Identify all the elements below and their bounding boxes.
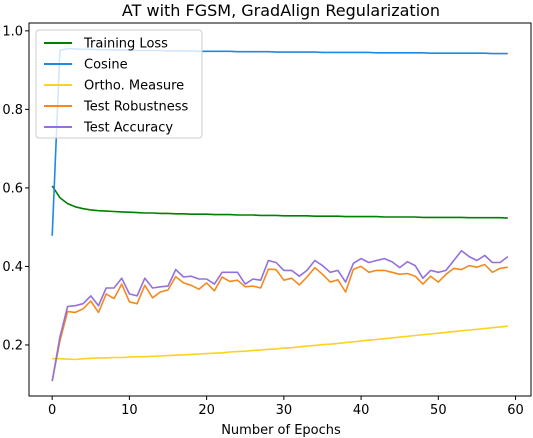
y-tick-label: 1.0 <box>2 24 23 39</box>
x-tick-label: 0 <box>48 403 56 418</box>
legend-label-cosine: Cosine <box>84 58 128 73</box>
legend-label-training-loss: Training Loss <box>83 37 168 52</box>
series-line-test-robustness <box>51 263 508 382</box>
legend: Training Loss Cosine Ortho. Measure Test Ro… <box>35 29 203 139</box>
x-tick-label: 50 <box>430 403 447 418</box>
x-axis: 0 10 20 30 40 50 60 <box>48 396 524 418</box>
y-tick-label: 0.4 <box>2 260 23 275</box>
y-tick-label: 0.8 <box>2 103 23 118</box>
legend-label-test-robustness: Test Robustness <box>83 100 189 115</box>
x-tick-label: 60 <box>507 403 524 418</box>
legend-entries: Training Loss Cosine Ortho. Measure Test Ro… <box>44 37 189 136</box>
y-tick-label: 0.6 <box>2 181 23 196</box>
x-tick-label: 30 <box>276 403 293 418</box>
series-line-test-accuracy <box>51 249 509 382</box>
series-line-ortho-measure <box>52 325 508 361</box>
plot-frame <box>28 22 532 397</box>
y-axis: 0.2 0.4 0.6 0.8 1.0 <box>2 24 29 353</box>
chart-title: AT with FGSM, GradAlign Regularization <box>122 1 440 20</box>
legend-box <box>35 29 203 139</box>
series-line-training-loss <box>51 185 508 219</box>
y-tick-label: 0.2 <box>2 338 23 353</box>
x-tick-label: 40 <box>353 403 370 418</box>
x-axis-label: Number of Epochs <box>221 423 341 438</box>
legend-label-test-accuracy: Test Accuracy <box>83 121 173 136</box>
x-tick-label: 10 <box>121 403 138 418</box>
legend-label-ortho-measure: Ortho. Measure <box>84 79 184 94</box>
x-tick-label: 20 <box>198 403 215 418</box>
